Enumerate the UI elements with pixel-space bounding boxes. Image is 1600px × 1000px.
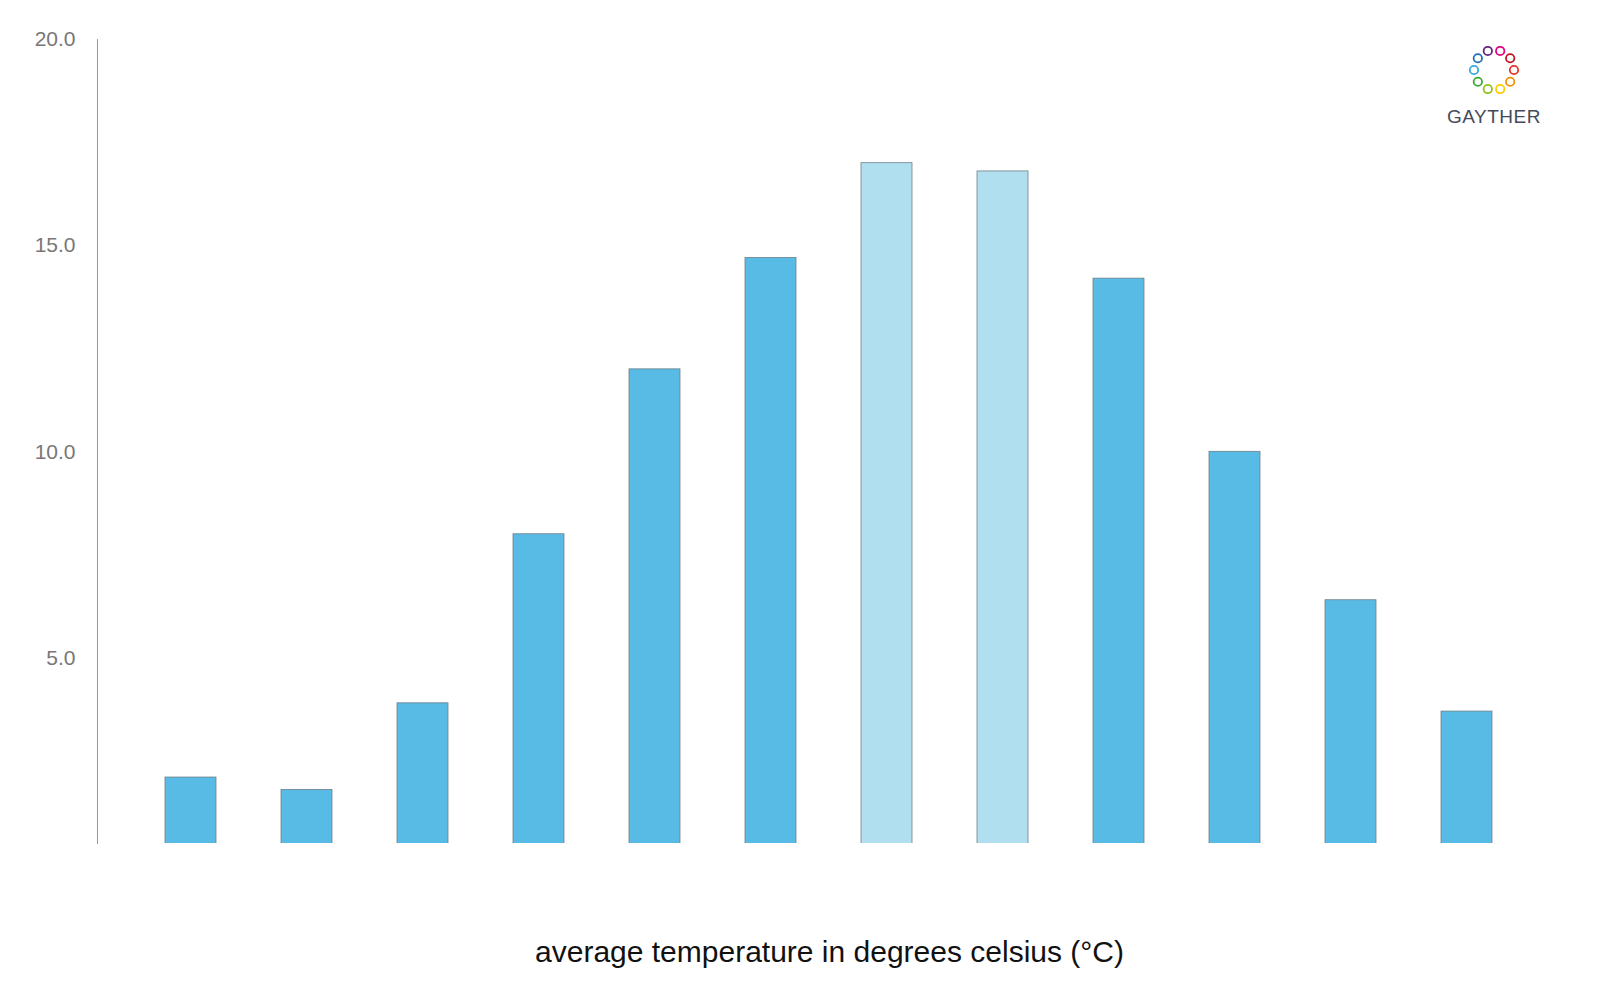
svg-text:10.0: 10.0 (35, 440, 76, 463)
html-text:GAYTHER: GAYTHER (1447, 106, 1541, 127)
svg-text:15.0: 15.0 (35, 233, 76, 256)
svg-text:average temperature in degrees: average temperature in degrees celsius (… (535, 935, 1124, 968)
svg-text:20.0: 20.0 (35, 27, 76, 50)
svg-text:5.0: 5.0 (46, 646, 75, 669)
